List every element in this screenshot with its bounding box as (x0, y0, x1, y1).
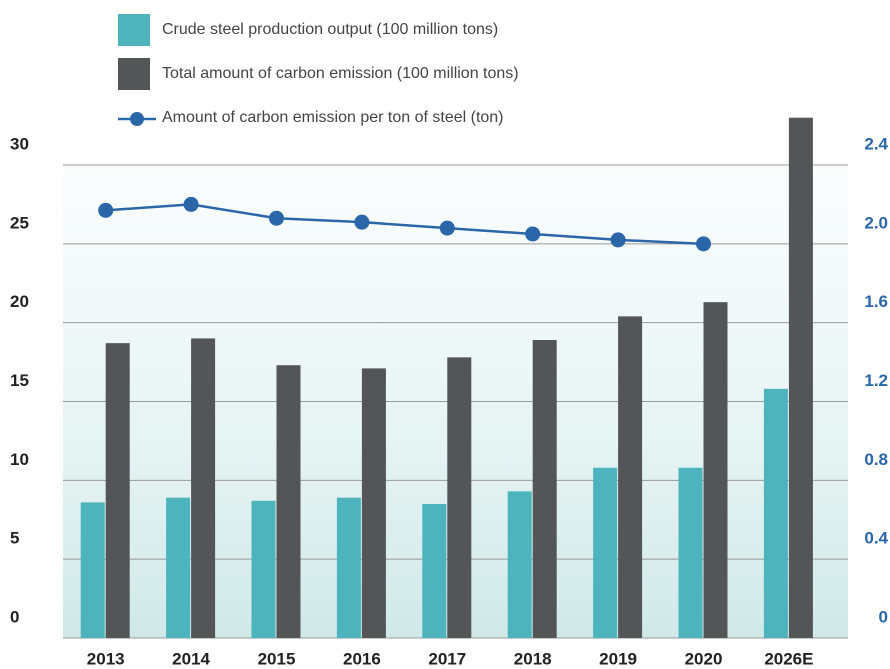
bar (507, 491, 532, 638)
line-marker (525, 226, 541, 242)
y-tick-label: 10 (10, 450, 29, 469)
x-tick-label: 2014 (172, 649, 210, 668)
y-tick-label: 25 (10, 213, 29, 232)
line-marker (269, 210, 284, 226)
y-tick-label: 15 (10, 371, 29, 390)
bar (276, 365, 301, 638)
y2-tick-label: 1.2 (864, 371, 888, 390)
bar (422, 503, 447, 638)
y-tick-label: 5 (10, 529, 19, 548)
bar (618, 316, 643, 638)
bar (532, 340, 557, 638)
bar (788, 117, 813, 638)
line-marker (183, 196, 199, 212)
x-tick-label: 2017 (428, 649, 466, 668)
bar (447, 357, 472, 638)
bar (593, 467, 618, 638)
bar (763, 388, 788, 638)
bar (105, 343, 130, 638)
y2-tick-label: 1.6 (864, 292, 888, 311)
y2-tick-label: 0.4 (864, 529, 888, 548)
bar (80, 502, 105, 638)
bar (166, 497, 191, 638)
legend-marker (130, 112, 144, 126)
legend-label: Total amount of carbon emission (100 mil… (162, 65, 519, 82)
line-marker (354, 214, 370, 230)
y-tick-label: 30 (10, 134, 29, 153)
line-marker (610, 232, 626, 248)
bar (251, 500, 276, 638)
y-tick-label: 0 (10, 607, 19, 626)
x-tick-label: 2016 (343, 649, 381, 668)
legend-label: Crude steel production output (100 milli… (162, 21, 498, 38)
line-marker (696, 236, 711, 252)
x-tick-label: 2018 (514, 649, 552, 668)
x-tick-label: 2019 (599, 649, 637, 668)
line-marker (98, 202, 114, 218)
x-tick-label: 2026E (764, 649, 813, 668)
bar (191, 338, 216, 638)
y2-tick-label: 0 (879, 607, 888, 626)
legend-swatch (118, 14, 150, 46)
y2-tick-label: 0.8 (864, 450, 888, 469)
y2-tick-label: 2.4 (864, 134, 888, 153)
bar (336, 497, 361, 638)
line (105, 203, 704, 246)
x-tick-label: 2020 (685, 649, 723, 668)
line-marker (439, 220, 455, 236)
x-tick-label: 2013 (87, 649, 125, 668)
y-tick-label: 20 (10, 292, 29, 311)
bar (361, 368, 386, 638)
bar (678, 467, 703, 638)
bar (703, 302, 728, 638)
legend-swatch (118, 58, 150, 90)
y2-tick-label: 2.0 (864, 213, 888, 232)
x-tick-label: 2015 (258, 649, 296, 668)
legend-label: Amount of carbon emission per ton of ste… (162, 109, 504, 126)
